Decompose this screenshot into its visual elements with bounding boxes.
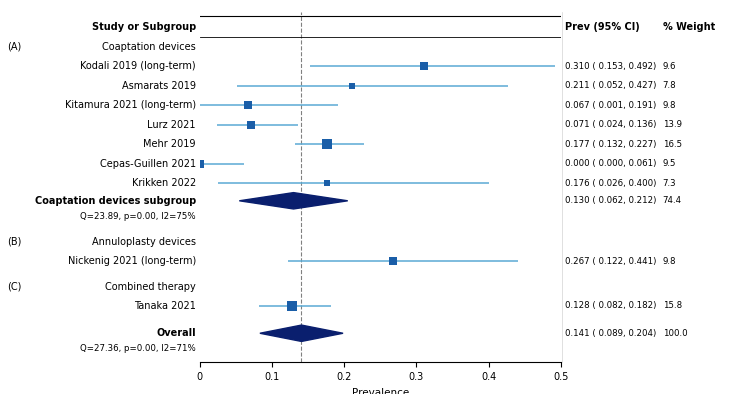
Point [194,161,206,167]
Polygon shape [260,325,343,342]
Text: 9.8: 9.8 [663,256,676,266]
Text: Asmarats 2019: Asmarats 2019 [122,81,196,91]
Text: Q=23.89, p=0.00, I2=75%: Q=23.89, p=0.00, I2=75% [80,212,196,221]
Text: 0.211 ( 0.052, 0.427): 0.211 ( 0.052, 0.427) [565,81,656,90]
Text: Nickenig 2021 (long-term): Nickenig 2021 (long-term) [68,256,196,266]
Text: Annuloplasty devices: Annuloplasty devices [92,237,196,247]
Point [346,83,358,89]
Text: Study or Subgroup: Study or Subgroup [92,22,196,32]
Text: Overall: Overall [156,328,196,338]
Point [286,303,298,309]
Text: 15.8: 15.8 [663,301,681,310]
Text: Combined therapy: Combined therapy [105,281,196,292]
Text: 0.310 ( 0.153, 0.492): 0.310 ( 0.153, 0.492) [565,62,656,71]
Text: 0.128 ( 0.082, 0.182): 0.128 ( 0.082, 0.182) [565,301,656,310]
Text: Kodali 2019 (long-term): Kodali 2019 (long-term) [80,61,196,71]
Text: Mehr 2019: Mehr 2019 [143,139,196,149]
Point [386,258,398,264]
Text: Lurz 2021: Lurz 2021 [148,120,196,130]
Text: (A): (A) [8,42,22,52]
X-axis label: Prevalence: Prevalence [352,388,409,394]
Text: 0.177 ( 0.132, 0.227): 0.177 ( 0.132, 0.227) [565,140,656,149]
Text: 0.130 ( 0.062, 0.212): 0.130 ( 0.062, 0.212) [565,196,656,205]
Text: 16.5: 16.5 [663,140,681,149]
Point [242,102,254,108]
Text: Prev (95% CI): Prev (95% CI) [565,22,639,32]
Text: 9.5: 9.5 [663,159,676,168]
Point [321,180,333,186]
Text: 7.8: 7.8 [663,81,676,90]
Text: 74.4: 74.4 [663,196,681,205]
Text: (C): (C) [8,281,22,292]
Text: 100.0: 100.0 [663,329,687,338]
Point [418,63,430,69]
Text: 0.267 ( 0.122, 0.441): 0.267 ( 0.122, 0.441) [565,256,656,266]
Text: (B): (B) [8,237,22,247]
Text: 0.176 ( 0.026, 0.400): 0.176 ( 0.026, 0.400) [565,179,656,188]
Point [322,141,334,147]
Text: 9.6: 9.6 [663,62,676,71]
Text: Cepas-Guillen 2021: Cepas-Guillen 2021 [99,159,196,169]
Text: % Weight: % Weight [663,22,715,32]
Text: 0.071 ( 0.024, 0.136): 0.071 ( 0.024, 0.136) [565,120,656,129]
Point [245,122,257,128]
Text: Krikken 2022: Krikken 2022 [132,178,196,188]
Text: Kitamura 2021 (long-term): Kitamura 2021 (long-term) [65,100,196,110]
Text: 9.8: 9.8 [663,101,676,110]
Text: Coaptation devices: Coaptation devices [102,42,196,52]
Text: Coaptation devices subgroup: Coaptation devices subgroup [35,196,196,206]
Text: Q=27.36, p=0.00, I2=71%: Q=27.36, p=0.00, I2=71% [80,344,196,353]
Text: 0.141 ( 0.089, 0.204): 0.141 ( 0.089, 0.204) [565,329,656,338]
Text: 0.000 ( 0.000, 0.061): 0.000 ( 0.000, 0.061) [565,159,656,168]
Text: 0.067 ( 0.001, 0.191): 0.067 ( 0.001, 0.191) [565,101,656,110]
Text: 13.9: 13.9 [663,120,681,129]
Text: 7.3: 7.3 [663,179,676,188]
Text: Tanaka 2021: Tanaka 2021 [134,301,196,311]
Polygon shape [239,193,348,209]
